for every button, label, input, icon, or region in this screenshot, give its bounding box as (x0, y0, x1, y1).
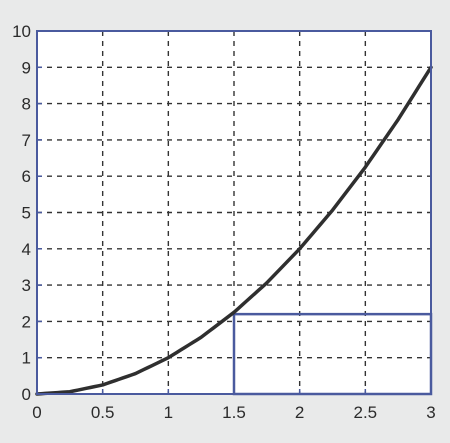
x-tick-label: 1 (164, 403, 173, 422)
x-tick-labels: 0 0.5 1 1.5 2 2.5 3 (32, 403, 435, 422)
tick-marks (36, 30, 432, 395)
x-tick-label: 1.5 (222, 403, 246, 422)
x-tick-label: 0.5 (91, 403, 115, 422)
x-tick-label: 0 (32, 403, 41, 422)
series-line (35, 65, 433, 396)
series-group (35, 65, 433, 396)
y-tick-label: 2 (22, 312, 31, 331)
y-tick-label: 8 (22, 95, 31, 114)
y-tick-label: 1 (22, 349, 31, 368)
y-tick-label: 0 (22, 385, 31, 404)
y-tick-label: 3 (22, 276, 31, 295)
y-tick-label: 9 (22, 58, 31, 77)
x-tick-label: 2.5 (354, 403, 378, 422)
y-tick-label: 5 (22, 204, 31, 223)
y-tick-labels: 0 1 2 3 4 5 6 7 8 9 10 (12, 22, 31, 404)
y-tick-label: 4 (22, 240, 31, 259)
x-tick-label: 3 (426, 403, 435, 422)
x-tick-label: 2 (295, 403, 304, 422)
y-tick-label: 6 (22, 167, 31, 186)
y-tick-label: 10 (12, 22, 31, 41)
y-tick-label: 7 (22, 131, 31, 150)
